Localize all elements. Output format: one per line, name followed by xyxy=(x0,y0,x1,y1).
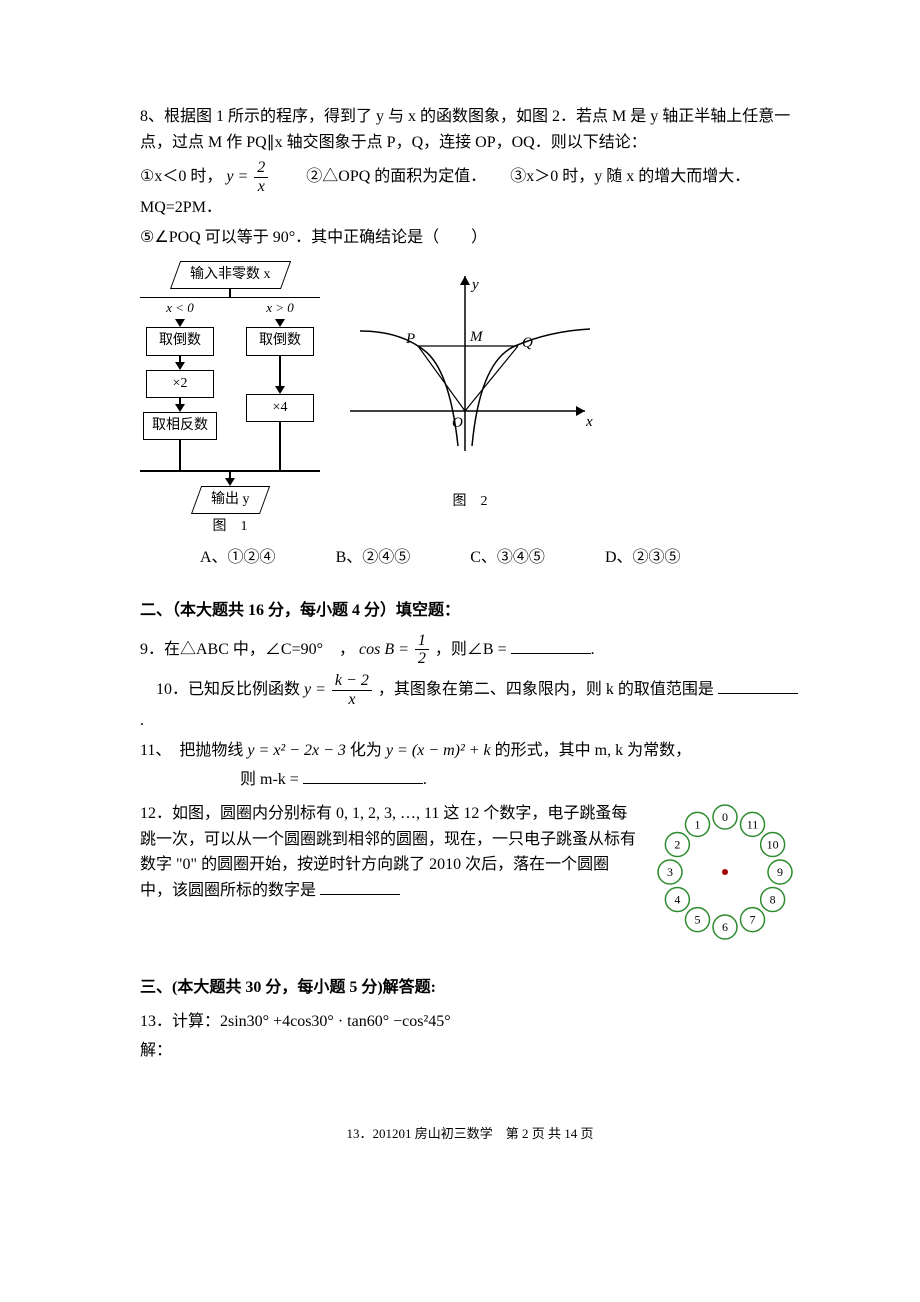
q8-cond-line1: ①x＜0 时， y = 2 x ②△OPQ 的面积为定值． ③x＞0 时，y 随… xyxy=(140,159,800,221)
q12-clock-diagram: 0 1 234 5 6 789 10 11 xyxy=(650,797,800,947)
q8-optC: C、③④⑤ xyxy=(470,545,545,571)
ring-number: 2 xyxy=(674,838,680,852)
flow-branches: x < 0 取倒数 ×2 取相反数 x > 0 取倒数 ×4 xyxy=(140,298,320,470)
section3-heading: 三、(本大题共 30 分，每小题 5 分)解答题: xyxy=(140,975,800,1001)
ring-number: 11 xyxy=(747,817,759,831)
q8-optD: D、②③⑤ xyxy=(605,545,681,571)
q9-blank[interactable] xyxy=(511,637,591,654)
ring-number: 7 xyxy=(750,913,756,927)
q11-line2-pre: 则 m-k = xyxy=(240,771,299,788)
q8-frac-num: 2 xyxy=(254,159,268,178)
q10-den: x xyxy=(332,691,372,709)
ring-number: 6 xyxy=(722,920,728,934)
graph-P: P xyxy=(405,331,415,347)
fig2-caption: 图 2 xyxy=(340,491,600,513)
flow-cond-left: x < 0 xyxy=(166,298,194,319)
graph-Q: Q xyxy=(522,335,533,351)
q13-sol: 解： xyxy=(140,1038,800,1064)
q9-cos: cos B = xyxy=(359,641,413,658)
ring-number: 10 xyxy=(767,838,779,852)
flow-output-text: 输出 y xyxy=(211,489,250,511)
graph-x-label: x xyxy=(585,414,593,430)
q10-blank[interactable] xyxy=(718,677,798,694)
q8-optB: B、②④⑤ xyxy=(336,545,411,571)
q11-blank[interactable] xyxy=(303,767,423,784)
flow-right: x > 0 取倒数 ×4 xyxy=(240,298,320,470)
q8-line1-pre: ①x＜0 时， xyxy=(140,168,222,185)
ring-number: 8 xyxy=(770,893,776,907)
q9-pre: 9．在△ABC 中，∠C=90° ， xyxy=(140,641,355,658)
q10-num: k − 2 xyxy=(332,672,372,691)
q9-num: 1 xyxy=(415,632,429,651)
q11-eq2: y = (x − m)² + k xyxy=(386,742,491,759)
ring-number: 0 xyxy=(722,810,728,824)
flow-line xyxy=(279,422,281,470)
q11-post: 的形式，其中 m, k 为常数， xyxy=(495,742,691,759)
q8-figures: 输入非零数 x x < 0 取倒数 ×2 取相反数 x > 0 取倒数 xyxy=(140,261,800,539)
section2-heading: 二、（本大题共 16 分，每小题 4 分）填空题： xyxy=(140,598,800,624)
q9-den: 2 xyxy=(415,650,429,668)
arrow-icon xyxy=(175,319,185,327)
flow-right-reciprocal: 取倒数 xyxy=(246,327,314,355)
flow-negate: 取相反数 xyxy=(143,412,217,440)
q12: 12．如图，圆圈内分别标有 0, 1, 2, 3, …, 11 这 12 个数字… xyxy=(140,797,800,947)
q10-pre: 10．已知反比例函数 xyxy=(140,681,300,698)
ring-number: 1 xyxy=(695,817,701,831)
graph-O: O xyxy=(452,415,463,431)
flow-line xyxy=(229,289,231,297)
graph-M: M xyxy=(469,329,484,345)
flow-input-text: 输入非零数 x xyxy=(190,264,271,286)
flow-mult2: ×2 xyxy=(146,370,214,398)
flow-cond-right: x > 0 xyxy=(266,298,294,319)
q9-post: ，则∠B = xyxy=(435,641,507,658)
fig1-caption: 图 1 xyxy=(213,516,248,538)
q8-frac-den: x xyxy=(254,178,268,196)
q8-line2: ⑤∠POQ 可以等于 90°．其中正确结论是（ ） xyxy=(140,225,800,251)
q8-optA: A、①②④ xyxy=(200,545,276,571)
q12-text: 12．如图，圆圈内分别标有 0, 1, 2, 3, …, 11 这 12 个数字… xyxy=(140,801,638,903)
q11-eq1: y = x² − 2x − 3 xyxy=(247,742,346,759)
flow-mult4: ×4 xyxy=(246,394,314,422)
q8-options: A、①②④ B、②④⑤ C、③④⑤ D、②③⑤ xyxy=(200,545,800,571)
graph-svg: y x P M Q O xyxy=(340,261,600,481)
flowchart-fig1: 输入非零数 x x < 0 取倒数 ×2 取相反数 x > 0 取倒数 xyxy=(140,261,320,539)
q9-frac: 1 2 xyxy=(415,632,429,668)
q10-post: ，其图象在第二、四象限内，则 k 的取值范围是 xyxy=(378,681,714,698)
flow-line xyxy=(279,356,281,386)
graph-y-label: y xyxy=(470,277,479,293)
q13-line: 13．计算：2sin30° +4cos30° · tan60° −cos²45° xyxy=(140,1009,800,1035)
flow-left-reciprocal: 取倒数 xyxy=(146,327,214,355)
arrow-icon xyxy=(275,386,285,394)
q12-blank[interactable] xyxy=(320,878,400,895)
q9: 9．在△ABC 中，∠C=90° ， cos B = 1 2 ，则∠B = . xyxy=(140,632,800,668)
flow-output: 输出 y xyxy=(191,486,270,514)
arrow-icon xyxy=(175,404,185,412)
flow-input: 输入非零数 x xyxy=(170,261,291,289)
center-dot xyxy=(722,869,728,875)
q8-eq-y: y = xyxy=(226,168,252,185)
q8-frac: 2 x xyxy=(254,159,268,195)
ring-number: 5 xyxy=(695,913,701,927)
flow-line xyxy=(179,440,181,470)
q11: 11、 把抛物线 y = x² − 2x − 3 化为 y = (x − m)²… xyxy=(140,738,800,764)
ring-number: 9 xyxy=(777,865,783,879)
q11-line2: 则 m-k = . xyxy=(240,767,800,793)
ring-number: 3 xyxy=(667,865,673,879)
flow-left: x < 0 取倒数 ×2 取相反数 xyxy=(140,298,220,470)
q11-mid: 化为 xyxy=(350,742,382,759)
q10-y: y = xyxy=(304,681,330,698)
q10-frac: k − 2 x xyxy=(332,672,372,708)
arrow-icon xyxy=(225,478,235,486)
q10: 10．已知反比例函数 y = k − 2 x ，其图象在第二、四象限内，则 k … xyxy=(140,672,800,734)
arrow-icon xyxy=(275,319,285,327)
q11-pre: 11、 把抛物线 xyxy=(140,742,243,759)
q8-stem: 8、根据图 1 所示的程序，得到了 y 与 x 的函数图象，如图 2．若点 M … xyxy=(140,104,800,155)
arrow-icon xyxy=(175,362,185,370)
graph-fig2: y x P M Q O 图 2 xyxy=(340,261,600,514)
ring-number: 4 xyxy=(674,893,680,907)
page-footer: 13．201201 房山初三数学 第 2 页 共 14 页 xyxy=(140,1124,800,1145)
